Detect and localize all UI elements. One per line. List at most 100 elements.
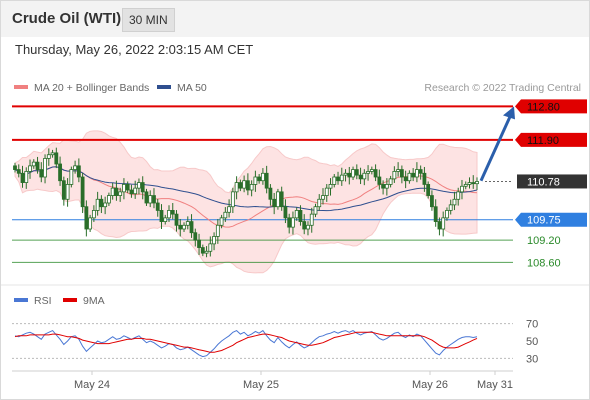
level-tag-4: 109.20 — [527, 235, 561, 247]
candle — [137, 178, 141, 195]
legend-label-ma50: MA 50 — [177, 82, 207, 94]
candle-body — [76, 165, 81, 178]
candle — [167, 205, 171, 222]
candle-body — [223, 211, 228, 219]
candle — [441, 211, 446, 237]
candle-body — [103, 202, 108, 208]
candle — [456, 187, 461, 206]
candle — [309, 207, 314, 233]
candle-body — [144, 191, 149, 204]
candle — [242, 175, 247, 193]
level-tag-1: 111.90 — [515, 132, 587, 147]
candle — [159, 204, 164, 229]
candle-body — [384, 184, 389, 189]
candle — [354, 164, 359, 180]
candle-body — [185, 221, 190, 226]
candle — [163, 214, 168, 225]
candle — [133, 180, 138, 199]
candle-body — [99, 198, 104, 208]
candle — [35, 156, 40, 174]
candle — [73, 160, 77, 174]
candle — [373, 164, 378, 182]
level-tag-0: 112.80 — [515, 99, 587, 114]
candle — [411, 168, 416, 182]
candle — [366, 165, 370, 181]
candle — [437, 217, 442, 236]
candle — [291, 211, 295, 235]
interval-button[interactable]: 30 MIN — [122, 8, 175, 32]
candle — [452, 191, 457, 211]
candle — [43, 154, 47, 184]
candle — [189, 214, 194, 238]
candle-body — [212, 236, 216, 245]
candle-body — [433, 206, 438, 222]
candle-body — [381, 184, 385, 189]
candle-body — [163, 217, 168, 222]
candle-body — [133, 187, 138, 195]
candle-body — [91, 210, 96, 219]
candle-body — [257, 176, 262, 182]
candle-body — [396, 169, 401, 172]
candle-body — [35, 161, 40, 170]
rsi-tick-label: 30 — [526, 353, 538, 365]
candle-body — [415, 169, 419, 178]
candle-body — [13, 165, 17, 170]
ma50-line — [14, 166, 478, 212]
candle-body — [388, 178, 393, 185]
candle-body — [253, 176, 258, 185]
candle — [279, 186, 284, 211]
candle-body — [238, 182, 243, 189]
candle — [54, 147, 59, 169]
candle — [28, 159, 32, 179]
candle-body — [152, 195, 156, 204]
candle-body — [20, 172, 25, 183]
legend-label-9ma: 9MA — [83, 295, 105, 307]
level-tag-shape — [515, 99, 587, 114]
candle-body — [204, 250, 209, 254]
candle-body — [46, 154, 51, 159]
candle — [475, 177, 479, 190]
current-price-tag — [517, 174, 587, 189]
candle-body — [125, 184, 130, 191]
level-tag-label: 112.80 — [527, 101, 560, 113]
candle — [103, 196, 108, 215]
candle — [39, 162, 44, 183]
candle-body — [306, 224, 310, 230]
candle-body — [88, 217, 93, 230]
candle-body — [463, 184, 468, 187]
candle — [313, 203, 318, 218]
candle — [467, 177, 472, 189]
candle — [182, 222, 186, 232]
candle — [392, 166, 397, 183]
candle — [249, 180, 254, 197]
candle-body — [377, 176, 382, 185]
candle — [328, 178, 333, 196]
candle-body — [272, 198, 277, 208]
candle — [321, 188, 325, 205]
level-tag-shape — [515, 132, 587, 147]
candle-body — [65, 184, 70, 200]
candle-body — [471, 182, 476, 185]
candle — [407, 170, 412, 184]
candle — [332, 174, 337, 188]
candle-body — [234, 182, 239, 193]
candle-body — [31, 161, 36, 167]
candlesticks — [13, 147, 479, 258]
candle-body — [219, 217, 224, 226]
candle-body — [182, 224, 186, 230]
candle — [227, 199, 231, 218]
candle-body — [107, 195, 111, 204]
candle — [24, 167, 29, 189]
bollinger-band-area — [14, 130, 478, 274]
candle-body — [407, 172, 412, 182]
candle-body — [148, 195, 153, 204]
candle — [65, 178, 70, 207]
candle — [122, 178, 126, 200]
candle-body — [358, 174, 363, 180]
candle-body — [276, 191, 280, 208]
candle — [69, 166, 74, 188]
candle — [343, 169, 348, 182]
candle — [272, 192, 277, 215]
candle-body — [215, 224, 220, 237]
